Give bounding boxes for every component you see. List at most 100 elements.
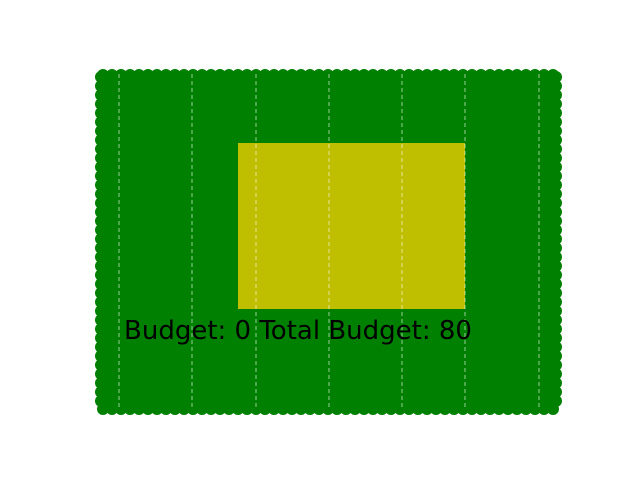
border-dot <box>232 69 244 81</box>
border-dot <box>160 69 172 81</box>
border-dot <box>448 69 460 81</box>
border-dot <box>95 134 107 146</box>
border-dot <box>550 251 562 263</box>
border-dot <box>412 69 424 81</box>
border-dot <box>550 323 562 335</box>
border-dot <box>340 403 352 415</box>
border-dot <box>511 403 523 415</box>
border-dot <box>550 161 562 173</box>
border-dot <box>304 69 316 81</box>
border-dot <box>95 98 107 110</box>
border-dot <box>550 206 562 218</box>
border-dot <box>529 69 541 81</box>
border-dot <box>95 206 107 218</box>
border-dot <box>214 403 226 415</box>
border-dot <box>214 69 226 81</box>
border-dot <box>277 403 289 415</box>
border-dot <box>538 69 550 81</box>
border-dot <box>95 188 107 200</box>
border-dot <box>421 69 433 81</box>
budget-status-text: Budget: 0 Total Budget: 80 <box>124 316 472 346</box>
border-dot <box>385 69 397 81</box>
border-dot <box>550 125 562 137</box>
border-dot <box>241 403 253 415</box>
border-dot <box>550 359 562 371</box>
grid-lines <box>118 74 540 410</box>
border-dot <box>550 395 562 407</box>
border-dot <box>550 134 562 146</box>
border-dot <box>502 403 514 415</box>
border-dot <box>187 69 199 81</box>
field-border-dots <box>95 69 562 415</box>
border-dot <box>205 69 217 81</box>
border-dot <box>550 278 562 290</box>
border-dot <box>502 69 514 81</box>
border-dot <box>322 69 334 81</box>
border-dot <box>358 403 370 415</box>
border-dot <box>550 269 562 281</box>
border-dot <box>484 403 496 415</box>
border-dot <box>259 69 271 81</box>
border-dot <box>550 80 562 92</box>
border-dot <box>550 242 562 254</box>
border-dot <box>511 69 523 81</box>
border-dot <box>133 403 145 415</box>
border-dot <box>313 69 325 81</box>
border-dot <box>550 260 562 272</box>
border-dot <box>295 403 307 415</box>
border-dot <box>106 69 118 81</box>
border-dot <box>295 69 307 81</box>
border-dot <box>95 323 107 335</box>
border-dot <box>403 403 415 415</box>
border-dot <box>457 69 469 81</box>
border-dot <box>95 278 107 290</box>
border-dot <box>457 403 469 415</box>
border-dot <box>421 403 433 415</box>
border-dot <box>95 368 107 380</box>
border-dot <box>160 403 172 415</box>
border-dot <box>550 287 562 299</box>
border-dot <box>430 403 442 415</box>
border-dot <box>95 224 107 236</box>
border-dot <box>95 242 107 254</box>
border-dot <box>187 403 199 415</box>
border-dot <box>223 69 235 81</box>
target-region <box>238 143 465 309</box>
border-dot <box>95 395 107 407</box>
border-dot <box>241 69 253 81</box>
border-dot <box>403 69 415 81</box>
border-dot <box>268 69 280 81</box>
border-dot <box>493 69 505 81</box>
border-dot <box>493 403 505 415</box>
border-dot <box>286 69 298 81</box>
border-dot <box>124 403 136 415</box>
border-dot <box>412 403 424 415</box>
border-dot <box>106 403 118 415</box>
border-dot <box>358 69 370 81</box>
border-dot <box>95 152 107 164</box>
border-dot <box>169 403 181 415</box>
border-dot <box>95 143 107 155</box>
border-dot <box>394 69 406 81</box>
border-dot <box>529 403 541 415</box>
border-dot <box>550 305 562 317</box>
border-dot <box>286 403 298 415</box>
border-dot <box>439 403 451 415</box>
border-dot <box>142 403 154 415</box>
border-dot <box>550 143 562 155</box>
border-dot <box>95 359 107 371</box>
border-dot <box>550 377 562 389</box>
border-dot <box>550 179 562 191</box>
border-dot <box>95 287 107 299</box>
border-dot <box>550 296 562 308</box>
border-dot <box>331 69 343 81</box>
border-dot <box>322 403 334 415</box>
border-dot <box>169 69 181 81</box>
border-dot <box>95 116 107 128</box>
border-dot <box>538 403 550 415</box>
border-dot <box>484 69 496 81</box>
border-dot <box>394 403 406 415</box>
border-dot <box>340 69 352 81</box>
border-dot <box>376 403 388 415</box>
